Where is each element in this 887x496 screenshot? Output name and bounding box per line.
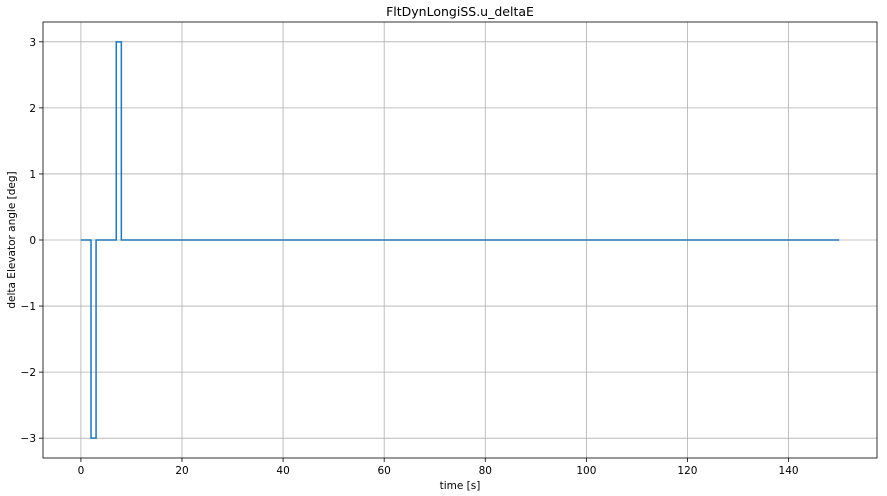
y-tick-label: 2 — [29, 103, 36, 115]
y-tick-label: 1 — [29, 169, 36, 181]
y-tick-label: −2 — [21, 367, 36, 379]
series-layer — [80, 41, 840, 439]
x-tick-label: 80 — [479, 465, 492, 477]
x-axis-label: time [s] — [440, 480, 481, 492]
y-tick-label: 0 — [29, 235, 36, 247]
x-tick-label: 120 — [677, 465, 697, 477]
x-tick-label: 140 — [779, 465, 799, 477]
x-tick-label: 40 — [276, 465, 289, 477]
y-tick-label: 3 — [29, 37, 36, 49]
chart-title: FltDynLongiSS.u_deltaE — [386, 4, 534, 19]
x-tick-label: 20 — [175, 465, 188, 477]
y-tick-label: −3 — [21, 433, 36, 445]
x-tick-label: 0 — [78, 465, 85, 477]
x-tick-label: 60 — [377, 465, 390, 477]
series-line — [80, 41, 840, 439]
y-axis-label: delta Elevator angle [deg] — [6, 171, 18, 308]
y-tick-label: −1 — [21, 301, 36, 313]
x-tick-label: 100 — [576, 465, 596, 477]
ticks: 0 20 40 60 80 100 120 140 −3 −2 −1 0 1 2 3 — [21, 37, 799, 477]
